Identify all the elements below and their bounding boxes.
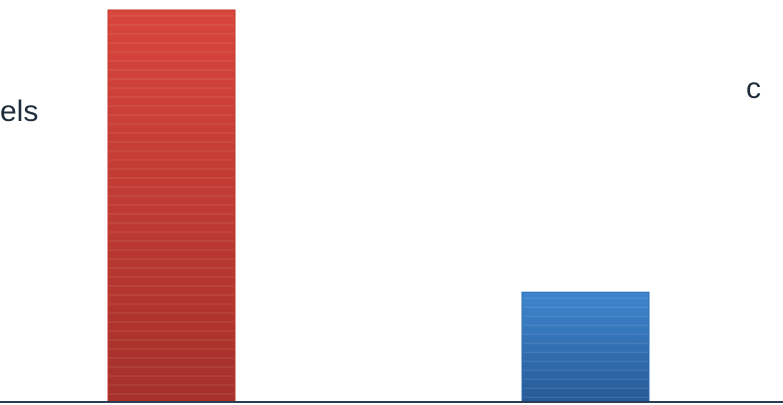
bars-group [107,9,650,403]
bar-1 [107,9,236,403]
bar-2 [521,291,650,403]
category-label-right: c [746,72,761,105]
category-label-left: els [0,95,39,128]
